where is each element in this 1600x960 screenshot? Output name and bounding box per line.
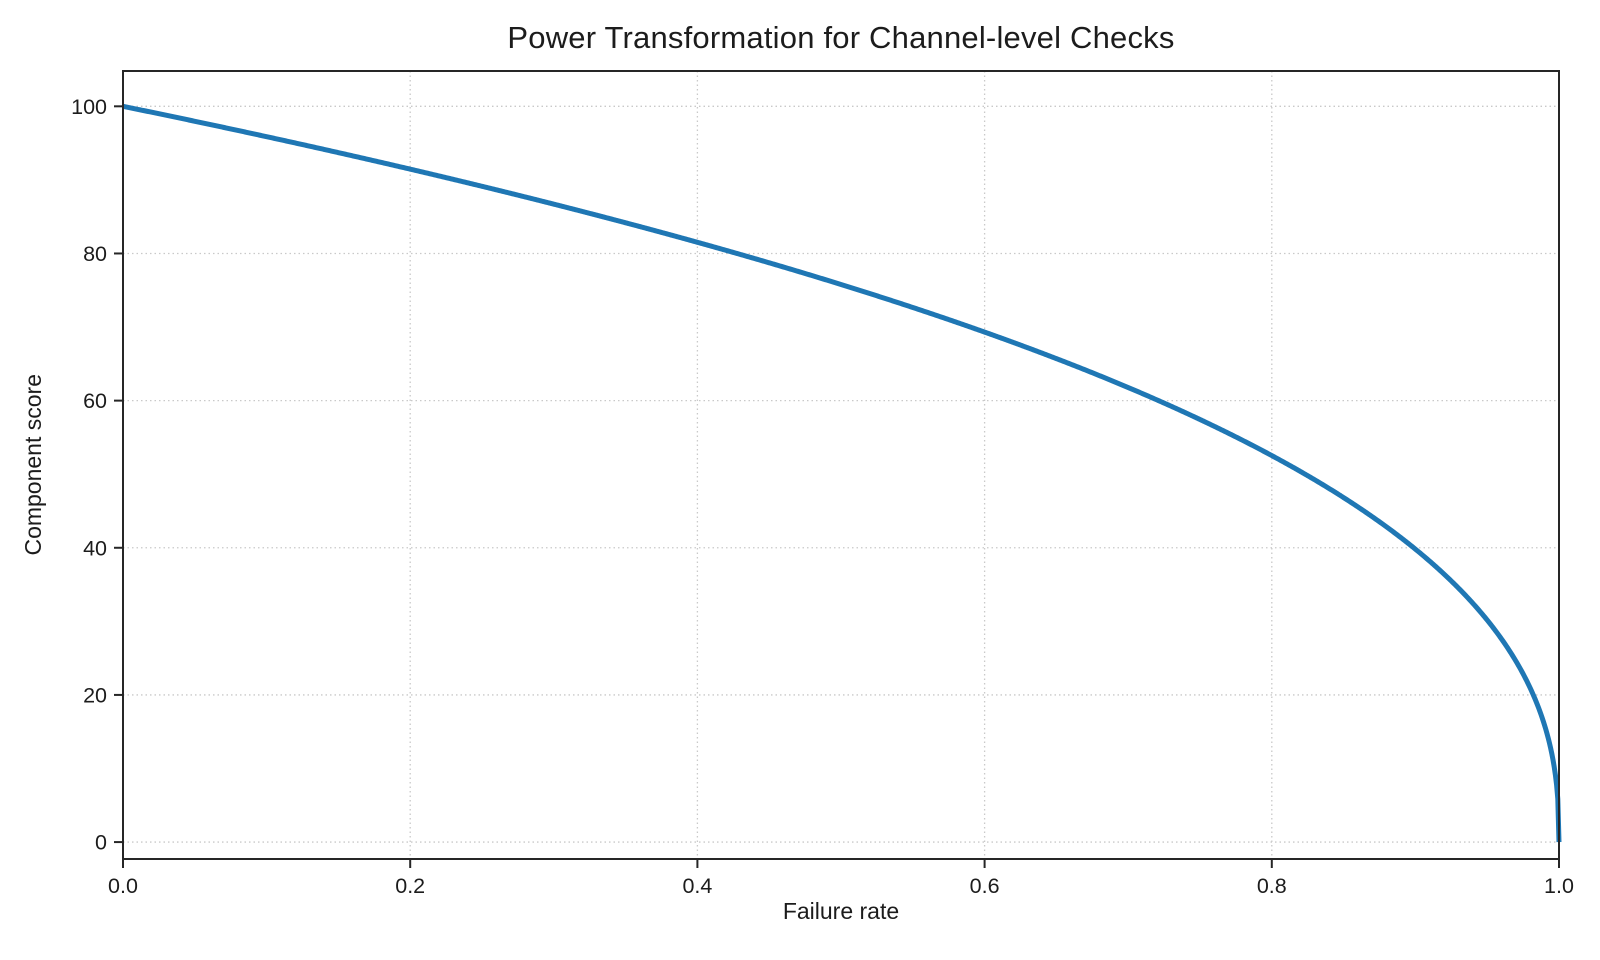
x-tick-label: 0.6 bbox=[970, 874, 1000, 898]
x-axis-label: Failure rate bbox=[782, 898, 900, 924]
data-line-component-score bbox=[121, 103, 1562, 843]
x-tick-label: 0.8 bbox=[1257, 874, 1287, 898]
axes-spines bbox=[122, 70, 1560, 860]
x-axis-label-container: Failure rate bbox=[123, 898, 1559, 925]
y-tick-label: 20 bbox=[83, 683, 107, 707]
x-tick-label: 0.4 bbox=[682, 874, 712, 898]
y-tick-label: 0 bbox=[95, 831, 107, 855]
chart-title: Power Transformation for Channel-level C… bbox=[507, 20, 1175, 55]
y-tick-label: 80 bbox=[83, 242, 107, 266]
y-tick-label: 40 bbox=[83, 536, 107, 560]
x-tick-label: 0.0 bbox=[108, 874, 138, 898]
y-tick-label: 100 bbox=[71, 95, 107, 119]
x-tick-label: 1.0 bbox=[1544, 874, 1574, 898]
y-tick-label: 60 bbox=[83, 389, 107, 413]
x-tick-label: 0.2 bbox=[395, 874, 425, 898]
